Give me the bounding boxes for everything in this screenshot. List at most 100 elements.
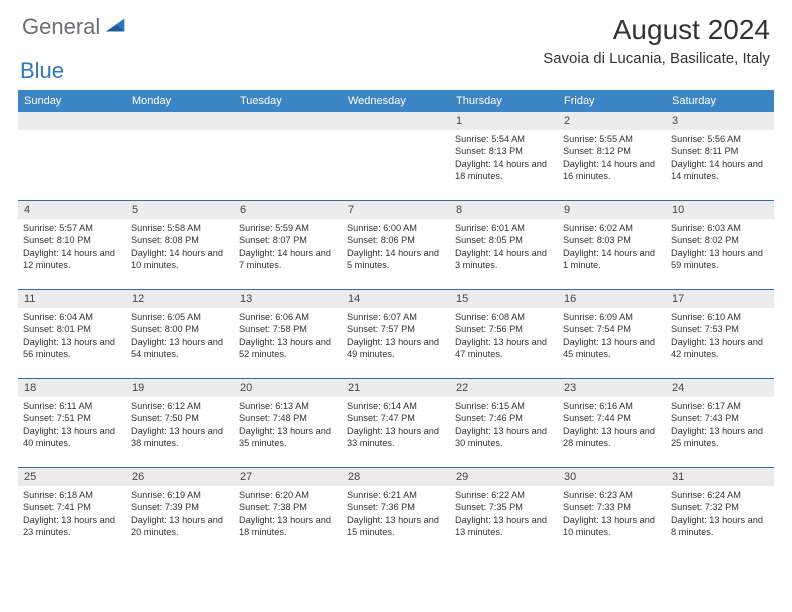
sunset-text: Sunset: 7:53 PM [671,323,769,335]
sunset-text: Sunset: 7:39 PM [131,501,229,513]
sunrise-text: Sunrise: 6:11 AM [23,400,121,412]
calendar-day: 5Sunrise: 5:58 AMSunset: 8:08 PMDaylight… [126,201,234,289]
day-of-week-header: Sunday Monday Tuesday Wednesday Thursday… [18,90,774,112]
daylight-text: Daylight: 13 hours and 28 minutes. [563,425,661,450]
calendar-day: 23Sunrise: 6:16 AMSunset: 7:44 PMDayligh… [558,379,666,467]
day-info: Sunrise: 6:20 AMSunset: 7:38 PMDaylight:… [234,486,342,543]
calendar-day: 12Sunrise: 6:05 AMSunset: 8:00 PMDayligh… [126,290,234,378]
sunrise-text: Sunrise: 6:12 AM [131,400,229,412]
day-info: Sunrise: 6:03 AMSunset: 8:02 PMDaylight:… [666,219,774,276]
daylight-text: Daylight: 14 hours and 3 minutes. [455,247,553,272]
day-info: Sunrise: 6:10 AMSunset: 7:53 PMDaylight:… [666,308,774,365]
sunset-text: Sunset: 7:47 PM [347,412,445,424]
daylight-text: Daylight: 14 hours and 10 minutes. [131,247,229,272]
calendar-day: 17Sunrise: 6:10 AMSunset: 7:53 PMDayligh… [666,290,774,378]
sunrise-text: Sunrise: 6:10 AM [671,311,769,323]
sunset-text: Sunset: 8:03 PM [563,234,661,246]
sunrise-text: Sunrise: 6:01 AM [455,222,553,234]
daylight-text: Daylight: 13 hours and 33 minutes. [347,425,445,450]
sunrise-text: Sunrise: 6:09 AM [563,311,661,323]
sunrise-text: Sunrise: 6:17 AM [671,400,769,412]
day-info: Sunrise: 6:08 AMSunset: 7:56 PMDaylight:… [450,308,558,365]
calendar-day: 16Sunrise: 6:09 AMSunset: 7:54 PMDayligh… [558,290,666,378]
day-number: 30 [558,468,666,486]
day-number: 6 [234,201,342,219]
sunset-text: Sunset: 7:38 PM [239,501,337,513]
daylight-text: Daylight: 13 hours and 25 minutes. [671,425,769,450]
calendar-day: 25Sunrise: 6:18 AMSunset: 7:41 PMDayligh… [18,468,126,556]
day-number: 14 [342,290,450,308]
calendar-day: 9Sunrise: 6:02 AMSunset: 8:03 PMDaylight… [558,201,666,289]
calendar-day: 8Sunrise: 6:01 AMSunset: 8:05 PMDaylight… [450,201,558,289]
daylight-text: Daylight: 14 hours and 1 minute. [563,247,661,272]
daylight-text: Daylight: 13 hours and 20 minutes. [131,514,229,539]
sunrise-text: Sunrise: 6:07 AM [347,311,445,323]
sunrise-text: Sunrise: 5:57 AM [23,222,121,234]
day-info: Sunrise: 5:59 AMSunset: 8:07 PMDaylight:… [234,219,342,276]
calendar-day: 27Sunrise: 6:20 AMSunset: 7:38 PMDayligh… [234,468,342,556]
daylight-text: Daylight: 13 hours and 56 minutes. [23,336,121,361]
daylight-text: Daylight: 14 hours and 12 minutes. [23,247,121,272]
calendar-day: 18Sunrise: 6:11 AMSunset: 7:51 PMDayligh… [18,379,126,467]
day-info: Sunrise: 6:16 AMSunset: 7:44 PMDaylight:… [558,397,666,454]
daylight-text: Daylight: 14 hours and 16 minutes. [563,158,661,183]
day-number: 9 [558,201,666,219]
calendar-day: 10Sunrise: 6:03 AMSunset: 8:02 PMDayligh… [666,201,774,289]
dow-tuesday: Tuesday [234,90,342,112]
day-number: 20 [234,379,342,397]
dow-wednesday: Wednesday [342,90,450,112]
day-number: 16 [558,290,666,308]
sunrise-text: Sunrise: 6:03 AM [671,222,769,234]
daylight-text: Daylight: 13 hours and 38 minutes. [131,425,229,450]
day-info: Sunrise: 6:01 AMSunset: 8:05 PMDaylight:… [450,219,558,276]
daylight-text: Daylight: 13 hours and 23 minutes. [23,514,121,539]
daylight-text: Daylight: 14 hours and 7 minutes. [239,247,337,272]
calendar-day: 4Sunrise: 5:57 AMSunset: 8:10 PMDaylight… [18,201,126,289]
page-header: General Blue August 2024 Savoia di Lucan… [0,0,792,90]
day-info: Sunrise: 6:22 AMSunset: 7:35 PMDaylight:… [450,486,558,543]
day-number: 28 [342,468,450,486]
day-number: 23 [558,379,666,397]
calendar-day: 1Sunrise: 5:54 AMSunset: 8:13 PMDaylight… [450,112,558,200]
day-number: 15 [450,290,558,308]
sunset-text: Sunset: 8:12 PM [563,145,661,157]
calendar-day: 14Sunrise: 6:07 AMSunset: 7:57 PMDayligh… [342,290,450,378]
day-info: Sunrise: 6:00 AMSunset: 8:06 PMDaylight:… [342,219,450,276]
day-number: 31 [666,468,774,486]
calendar-day: 6Sunrise: 5:59 AMSunset: 8:07 PMDaylight… [234,201,342,289]
dow-saturday: Saturday [666,90,774,112]
sunset-text: Sunset: 7:51 PM [23,412,121,424]
sunset-text: Sunset: 7:50 PM [131,412,229,424]
sunrise-text: Sunrise: 6:19 AM [131,489,229,501]
daylight-text: Daylight: 14 hours and 18 minutes. [455,158,553,183]
title-block: August 2024 Savoia di Lucania, Basilicat… [543,14,770,67]
day-number: 26 [126,468,234,486]
calendar-day: 30Sunrise: 6:23 AMSunset: 7:33 PMDayligh… [558,468,666,556]
sunrise-text: Sunrise: 6:20 AM [239,489,337,501]
sunset-text: Sunset: 7:58 PM [239,323,337,335]
day-number: 13 [234,290,342,308]
calendar-week: ....1Sunrise: 5:54 AMSunset: 8:13 PMDayl… [18,112,774,200]
sunrise-text: Sunrise: 6:05 AM [131,311,229,323]
sunrise-text: Sunrise: 5:55 AM [563,133,661,145]
calendar-week: 11Sunrise: 6:04 AMSunset: 8:01 PMDayligh… [18,289,774,378]
sunset-text: Sunset: 7:46 PM [455,412,553,424]
sunset-text: Sunset: 8:02 PM [671,234,769,246]
calendar-day: 22Sunrise: 6:15 AMSunset: 7:46 PMDayligh… [450,379,558,467]
daylight-text: Daylight: 13 hours and 30 minutes. [455,425,553,450]
sunset-text: Sunset: 8:06 PM [347,234,445,246]
sunset-text: Sunset: 8:00 PM [131,323,229,335]
location-label: Savoia di Lucania, Basilicate, Italy [543,50,770,67]
logo-text-blue: Blue [20,58,128,84]
day-info: Sunrise: 5:58 AMSunset: 8:08 PMDaylight:… [126,219,234,276]
day-number: 11 [18,290,126,308]
calendar-week: 18Sunrise: 6:11 AMSunset: 7:51 PMDayligh… [18,378,774,467]
day-number: 7 [342,201,450,219]
sunset-text: Sunset: 8:05 PM [455,234,553,246]
month-title: August 2024 [543,14,770,46]
calendar-day: 20Sunrise: 6:13 AMSunset: 7:48 PMDayligh… [234,379,342,467]
calendar-day: . [126,112,234,200]
day-number: 22 [450,379,558,397]
sunrise-text: Sunrise: 6:13 AM [239,400,337,412]
daylight-text: Daylight: 14 hours and 5 minutes. [347,247,445,272]
